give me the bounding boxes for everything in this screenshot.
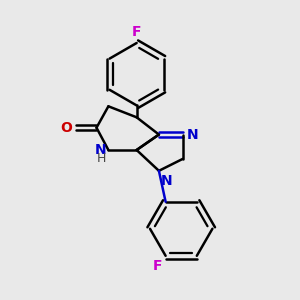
Text: N: N (160, 174, 172, 188)
Text: N: N (187, 128, 199, 142)
Text: O: O (60, 121, 72, 135)
Text: F: F (152, 260, 162, 273)
Text: F: F (132, 26, 141, 39)
Text: N: N (94, 143, 106, 157)
Text: H: H (97, 152, 106, 165)
